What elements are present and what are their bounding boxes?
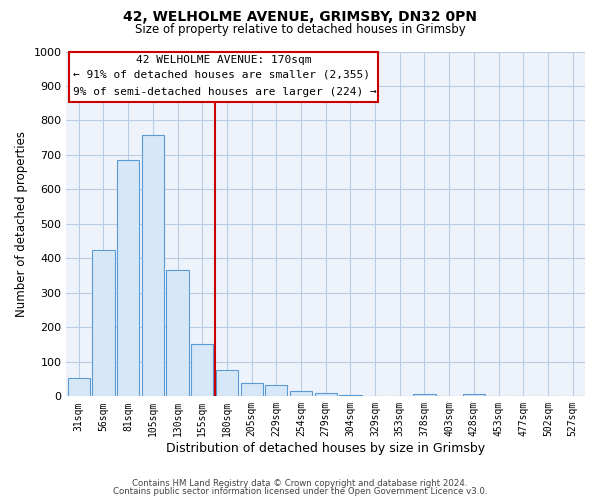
Bar [92,250,115,396]
Text: Size of property relative to detached houses in Grimsby: Size of property relative to detached ho… [134,22,466,36]
Bar [216,370,238,396]
Bar [463,394,485,396]
Bar [413,394,436,396]
Text: Contains HM Land Registry data © Crown copyright and database right 2024.: Contains HM Land Registry data © Crown c… [132,478,468,488]
Bar [290,391,312,396]
Bar [265,386,287,396]
X-axis label: Distribution of detached houses by size in Grimsby: Distribution of detached houses by size … [166,442,485,455]
Text: 9% of semi-detached houses are larger (224) →: 9% of semi-detached houses are larger (2… [73,86,377,97]
Y-axis label: Number of detached properties: Number of detached properties [15,131,28,317]
Bar [117,160,139,396]
Text: Contains public sector information licensed under the Open Government Licence v3: Contains public sector information licen… [113,487,487,496]
Text: 42, WELHOLME AVENUE, GRIMSBY, DN32 0PN: 42, WELHOLME AVENUE, GRIMSBY, DN32 0PN [123,10,477,24]
Bar [241,382,263,396]
FancyBboxPatch shape [69,52,377,102]
Text: 42 WELHOLME AVENUE: 170sqm: 42 WELHOLME AVENUE: 170sqm [136,55,311,65]
Bar [166,270,188,396]
Bar [339,394,362,396]
Bar [314,393,337,396]
Text: ← 91% of detached houses are smaller (2,355): ← 91% of detached houses are smaller (2,… [73,70,370,80]
Bar [191,344,214,397]
Bar [68,378,90,396]
Bar [142,136,164,396]
